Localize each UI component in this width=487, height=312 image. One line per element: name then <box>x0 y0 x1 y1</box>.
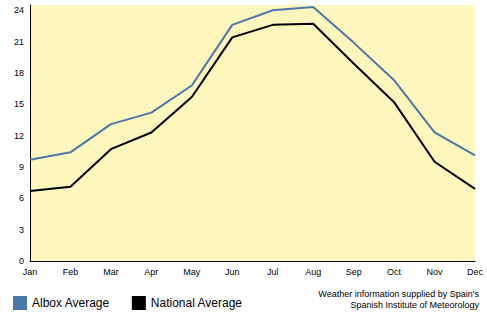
svg-text:Mar: Mar <box>103 267 119 277</box>
svg-text:0: 0 <box>19 256 24 266</box>
svg-text:15: 15 <box>14 99 24 109</box>
svg-text:24: 24 <box>14 5 24 15</box>
svg-text:3: 3 <box>19 225 24 235</box>
svg-text:18: 18 <box>14 68 24 78</box>
svg-text:12: 12 <box>14 131 24 141</box>
svg-text:Dec: Dec <box>467 267 484 277</box>
svg-text:Apr: Apr <box>144 267 158 277</box>
svg-text:21: 21 <box>14 37 24 47</box>
svg-text:Sep: Sep <box>346 267 362 277</box>
svg-text:National Average: National Average <box>151 296 243 310</box>
svg-text:9: 9 <box>19 162 24 172</box>
svg-text:Spanish Institute of Meteorolo: Spanish Institute of Meteorology <box>350 300 479 310</box>
svg-text:Weather information supplied b: Weather information supplied by Spain's <box>318 289 479 299</box>
svg-text:Aug: Aug <box>305 267 321 277</box>
svg-text:Feb: Feb <box>63 267 79 277</box>
svg-text:Albox Average: Albox Average <box>32 296 109 310</box>
svg-text:Jul: Jul <box>267 267 279 277</box>
svg-text:Jan: Jan <box>23 267 38 277</box>
svg-text:Jun: Jun <box>225 267 240 277</box>
svg-text:Oct: Oct <box>387 267 402 277</box>
svg-text:May: May <box>183 267 201 277</box>
svg-text:6: 6 <box>19 193 24 203</box>
svg-text:Nov: Nov <box>427 267 444 277</box>
